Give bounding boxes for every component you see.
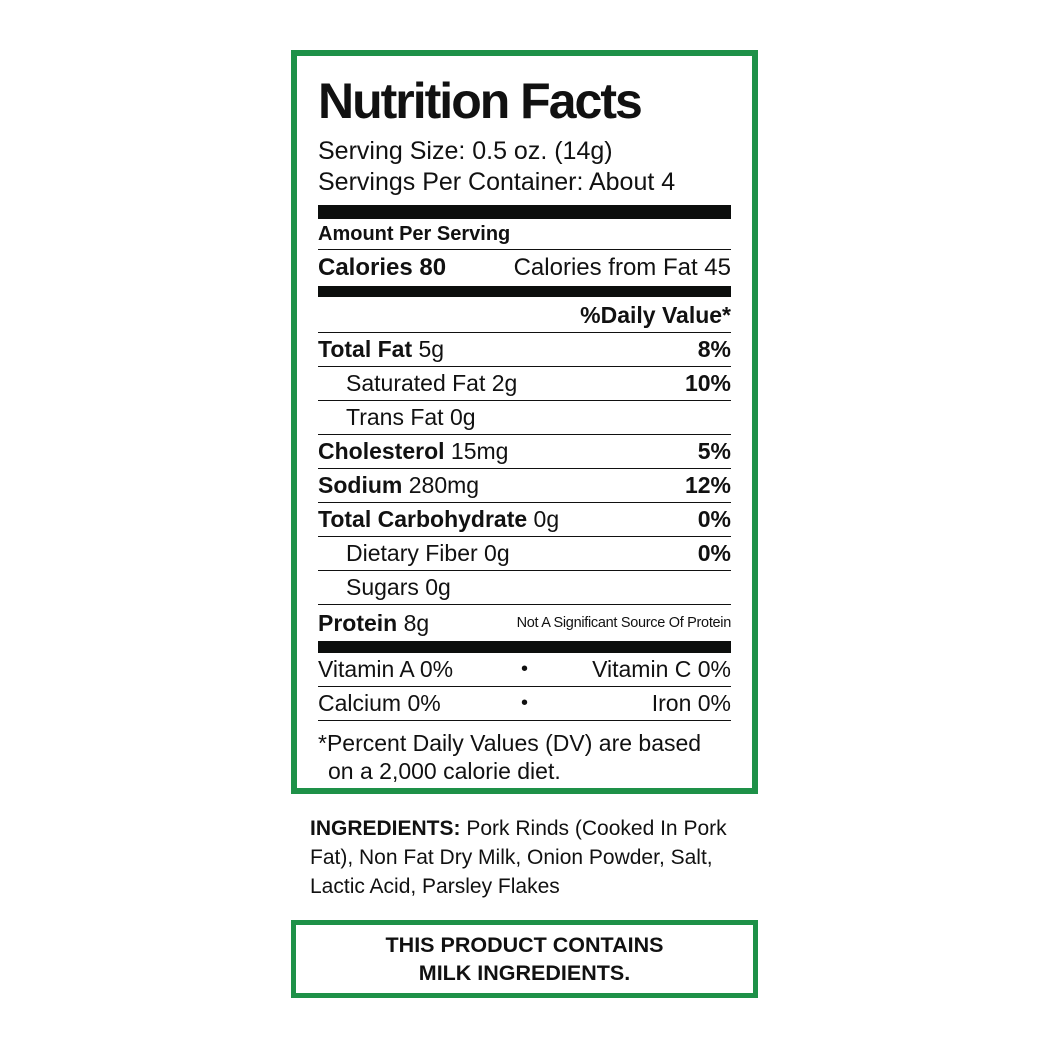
nutrient-dv: 0% <box>697 540 731 566</box>
nutrient-amount: 15mg <box>450 438 509 464</box>
calories-from-fat: Calories from Fat 45 <box>513 254 731 281</box>
nutrient-amount: 8g <box>403 609 430 636</box>
ingredients-heading: INGREDIENTS: <box>310 817 461 840</box>
allergen-statement-box: THIS PRODUCT CONTAINS MILK INGREDIENTS. <box>291 920 758 998</box>
nutrient-amount: 5g <box>418 336 445 362</box>
nutrient-amount: 0g <box>449 404 476 430</box>
nutrient-amount: 2g <box>491 370 518 396</box>
nutrient-amount: 0g <box>484 540 510 566</box>
footnote-line-1: *Percent Daily Values (DV) are based <box>318 730 702 756</box>
serving-size: Serving Size: 0.5 oz. (14g) <box>318 137 613 165</box>
nutrient-row-total-carbohydrate: Total Carbohydrate 0g 0% <box>318 503 731 537</box>
vitamin-a: Vitamin A 0% <box>318 656 454 682</box>
allergen-line-1: THIS PRODUCT CONTAINS <box>385 933 664 957</box>
nutrient-label: Sugars <box>346 574 419 600</box>
nutrient-row-sugars: Sugars 0g <box>318 571 731 605</box>
vitamin-c: Vitamin C 0% <box>592 656 731 682</box>
nutrient-amount: 0g <box>533 506 560 532</box>
nutrient-amount: 0g <box>425 574 451 600</box>
amount-per-serving-heading: Amount Per Serving <box>318 219 731 250</box>
nutrient-row-cholesterol: Cholesterol 15mg 5% <box>318 435 731 469</box>
nutrient-label: Protein <box>318 609 398 636</box>
nutrient-label: Cholesterol <box>318 438 445 464</box>
nutrient-row-trans-fat: Trans Fat 0g <box>318 401 731 435</box>
nutrient-row-saturated-fat: Saturated Fat 2g 10% <box>318 367 731 401</box>
calcium: Calcium 0% <box>318 690 441 716</box>
nutrient-row-protein: Protein 8g Not A Significant Source Of P… <box>318 605 731 641</box>
nutrient-dv: 5% <box>697 438 731 464</box>
nutrient-amount: 280mg <box>408 472 480 498</box>
nutrient-row-dietary-fiber: Dietary Fiber 0g 0% <box>318 537 731 571</box>
footnote-line-2: on a 2,000 calorie diet. <box>328 758 561 784</box>
nutrient-label: Sodium <box>318 472 403 498</box>
servings-per-container: Servings Per Container: About 4 <box>318 168 676 196</box>
nutrient-row-sodium: Sodium 280mg 12% <box>318 469 731 503</box>
divider-bar-top <box>318 205 731 219</box>
nutrient-row-total-fat: Total Fat 5g 8% <box>318 333 731 367</box>
calories-value: Calories 80 <box>318 254 447 281</box>
nutrient-label: Trans Fat <box>346 404 444 430</box>
divider-bar-calories <box>318 286 731 297</box>
nutrient-dv: 12% <box>684 472 731 498</box>
daily-value-footnote: *Percent Daily Values (DV) are based on … <box>318 721 731 785</box>
iron: Iron 0% <box>651 690 731 716</box>
ingredients-list: Pork Rinds (Cooked In Pork Fat), Non Fat… <box>310 817 727 898</box>
bullet-separator: • <box>520 658 528 680</box>
nutrient-dv: 10% <box>684 370 731 396</box>
protein-note: Not A Significant Source Of Protein <box>516 615 732 631</box>
ingredients-paragraph: INGREDIENTS: Pork Rinds (Cooked In Pork … <box>310 814 754 901</box>
nutrition-facts-panel: Nutrition Facts Serving Size: 0.5 oz. (1… <box>291 50 758 794</box>
nutrient-dv: 8% <box>697 336 731 362</box>
daily-value-header: %Daily Value* <box>318 297 731 333</box>
nutrient-label: Dietary Fiber <box>346 540 478 566</box>
nutrient-label: Saturated Fat <box>346 370 486 396</box>
vitamin-row-1: Vitamin A 0% • Vitamin C 0% <box>318 653 731 687</box>
nutrient-label: Total Fat <box>318 336 413 362</box>
bullet-separator: • <box>520 692 528 714</box>
nutrition-facts-title: Nutrition Facts <box>318 73 643 129</box>
divider-bar-protein <box>318 641 731 653</box>
nutrient-label: Total Carbohydrate <box>318 506 528 532</box>
nutrient-dv: 0% <box>697 506 731 532</box>
calories-row: Calories 80 Calories from Fat 45 <box>318 250 731 286</box>
vitamin-row-2: Calcium 0% • Iron 0% <box>318 687 731 721</box>
allergen-line-2: MILK INGREDIENTS. <box>418 961 631 985</box>
